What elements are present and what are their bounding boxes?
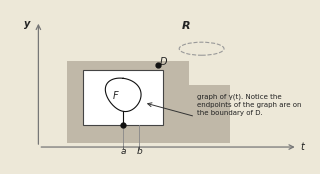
- Bar: [83, 70, 163, 125]
- Polygon shape: [105, 78, 141, 112]
- Text: a: a: [120, 147, 126, 156]
- Text: R: R: [181, 21, 190, 31]
- Polygon shape: [67, 61, 230, 143]
- Text: graph of γ(t). Notice the
endpoints of the graph are on
the boundary of D.: graph of γ(t). Notice the endpoints of t…: [197, 93, 301, 116]
- Text: t: t: [300, 142, 304, 152]
- Text: b: b: [136, 147, 142, 156]
- Text: F: F: [112, 91, 118, 101]
- Text: D: D: [159, 57, 167, 67]
- Text: y: y: [24, 19, 30, 29]
